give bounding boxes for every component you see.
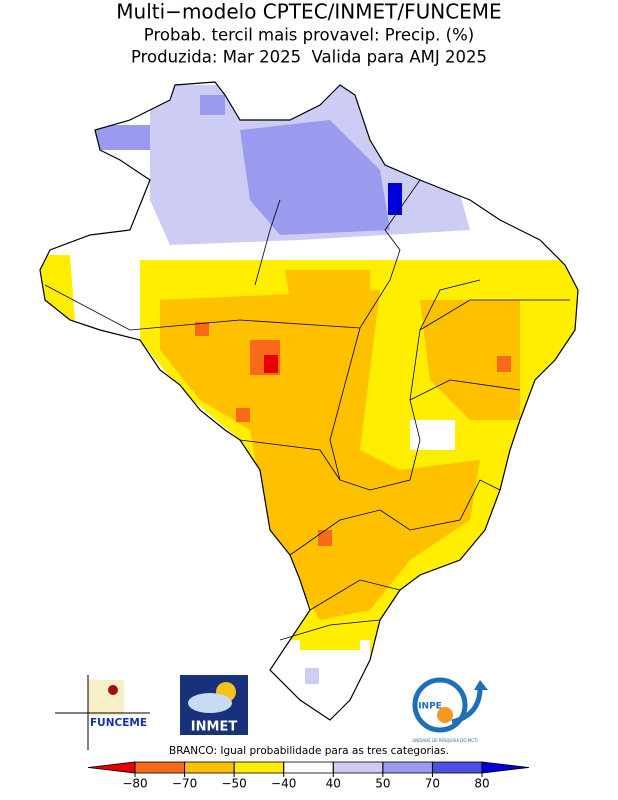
inmet-logo: INMET xyxy=(180,675,248,735)
colorbar-tick-label: 80 xyxy=(474,777,489,791)
produced: Produzida: Mar 2025 Valida para AMJ 2025 xyxy=(131,48,487,67)
colorbar-tick-label: −40 xyxy=(271,777,296,791)
funceme-label: FUNCEME xyxy=(90,717,147,729)
colorbar-tick-label: 50 xyxy=(375,777,390,791)
colorbar: −80 −70 −50 −40 40 50 70 80 xyxy=(87,761,530,791)
colorbar-segment xyxy=(283,761,334,774)
title: Multi−modelo CPTEC/INMET/FUNCEME xyxy=(116,0,501,24)
colorbar-tick-label: 40 xyxy=(326,777,341,791)
colorbar-tick-label: −70 xyxy=(172,777,197,791)
colorbar-tick-label: −80 xyxy=(122,777,147,791)
colorbar-segment xyxy=(233,761,285,774)
colorbar-segment xyxy=(332,761,384,774)
colorbar-segment xyxy=(382,761,433,774)
inpe-logo: INPE UNIDADE DE PESQUISA DO MCTI xyxy=(412,677,488,743)
colorbar-segment xyxy=(481,761,530,774)
colorbar-tick-label: −50 xyxy=(221,777,246,791)
inpe-caption: UNIDADE DE PESQUISA DO MCTI xyxy=(412,738,477,743)
colorbar-segment xyxy=(432,761,483,774)
inpe-label: INPE xyxy=(418,702,442,712)
funceme-logo: FUNCEME xyxy=(55,675,150,750)
legend-note: BRANCO: Igual probabilidade para as tres… xyxy=(169,745,449,757)
colorbar-tick-label: 70 xyxy=(425,777,440,791)
inmet-label: INMET xyxy=(191,720,238,735)
colorbar-segment xyxy=(134,761,185,774)
state-borders xyxy=(44,179,570,641)
colorbar-segment xyxy=(184,761,235,774)
colorbar-segment xyxy=(87,761,136,774)
subtitle: Probab. tercil mais provavel: Precip. (%… xyxy=(144,26,474,45)
